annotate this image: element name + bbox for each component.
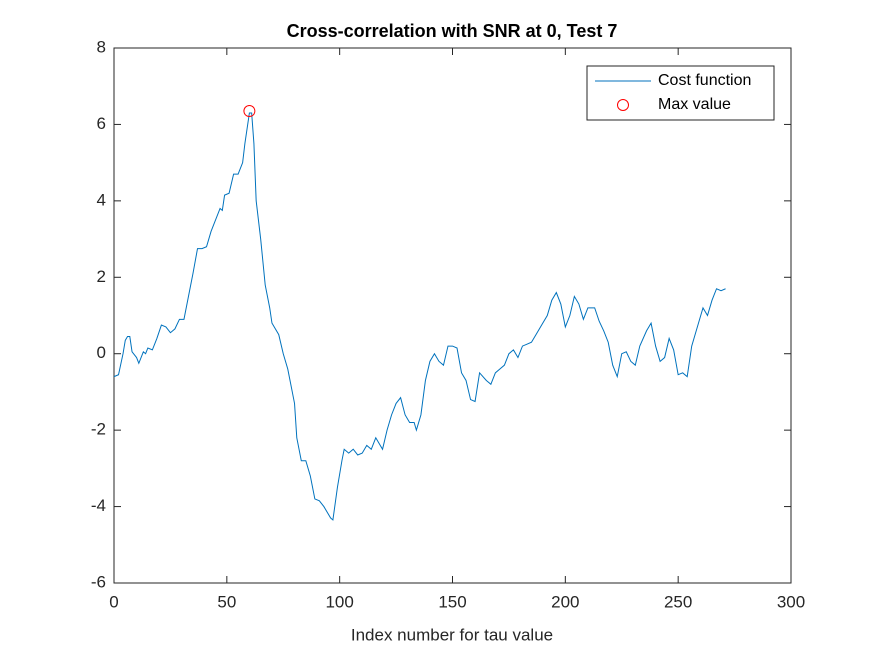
x-axis-label: Index number for tau value (351, 625, 553, 644)
x-tick-label: 250 (664, 592, 692, 611)
y-tick-label: -4 (91, 496, 106, 515)
line-series (113, 112, 726, 521)
x-tick-label: 150 (438, 592, 466, 611)
legend-marker (617, 99, 629, 111)
y-tick-label: -6 (91, 572, 106, 591)
x-tick-label: 300 (777, 592, 805, 611)
legend-label: Cost function (658, 72, 751, 89)
y-tick-label: 0 (97, 343, 106, 362)
x-tick-label: 200 (551, 592, 579, 611)
legend-box (586, 65, 775, 121)
y-tick-label: 2 (97, 267, 106, 286)
chart-title: Cross-correlation with SNR at 0, Test 7 (287, 21, 618, 41)
y-tick-label: 6 (97, 114, 106, 133)
legend-label: Max value (658, 96, 731, 113)
y-tick-label: 8 (97, 37, 106, 56)
x-tick-label: 0 (109, 592, 118, 611)
x-tick-label: 50 (217, 592, 236, 611)
y-tick-label: 4 (97, 190, 106, 209)
x-tick-label: 100 (325, 592, 353, 611)
y-tick-label: -2 (91, 420, 106, 439)
plot-area (113, 47, 792, 584)
max-marker (243, 105, 256, 118)
